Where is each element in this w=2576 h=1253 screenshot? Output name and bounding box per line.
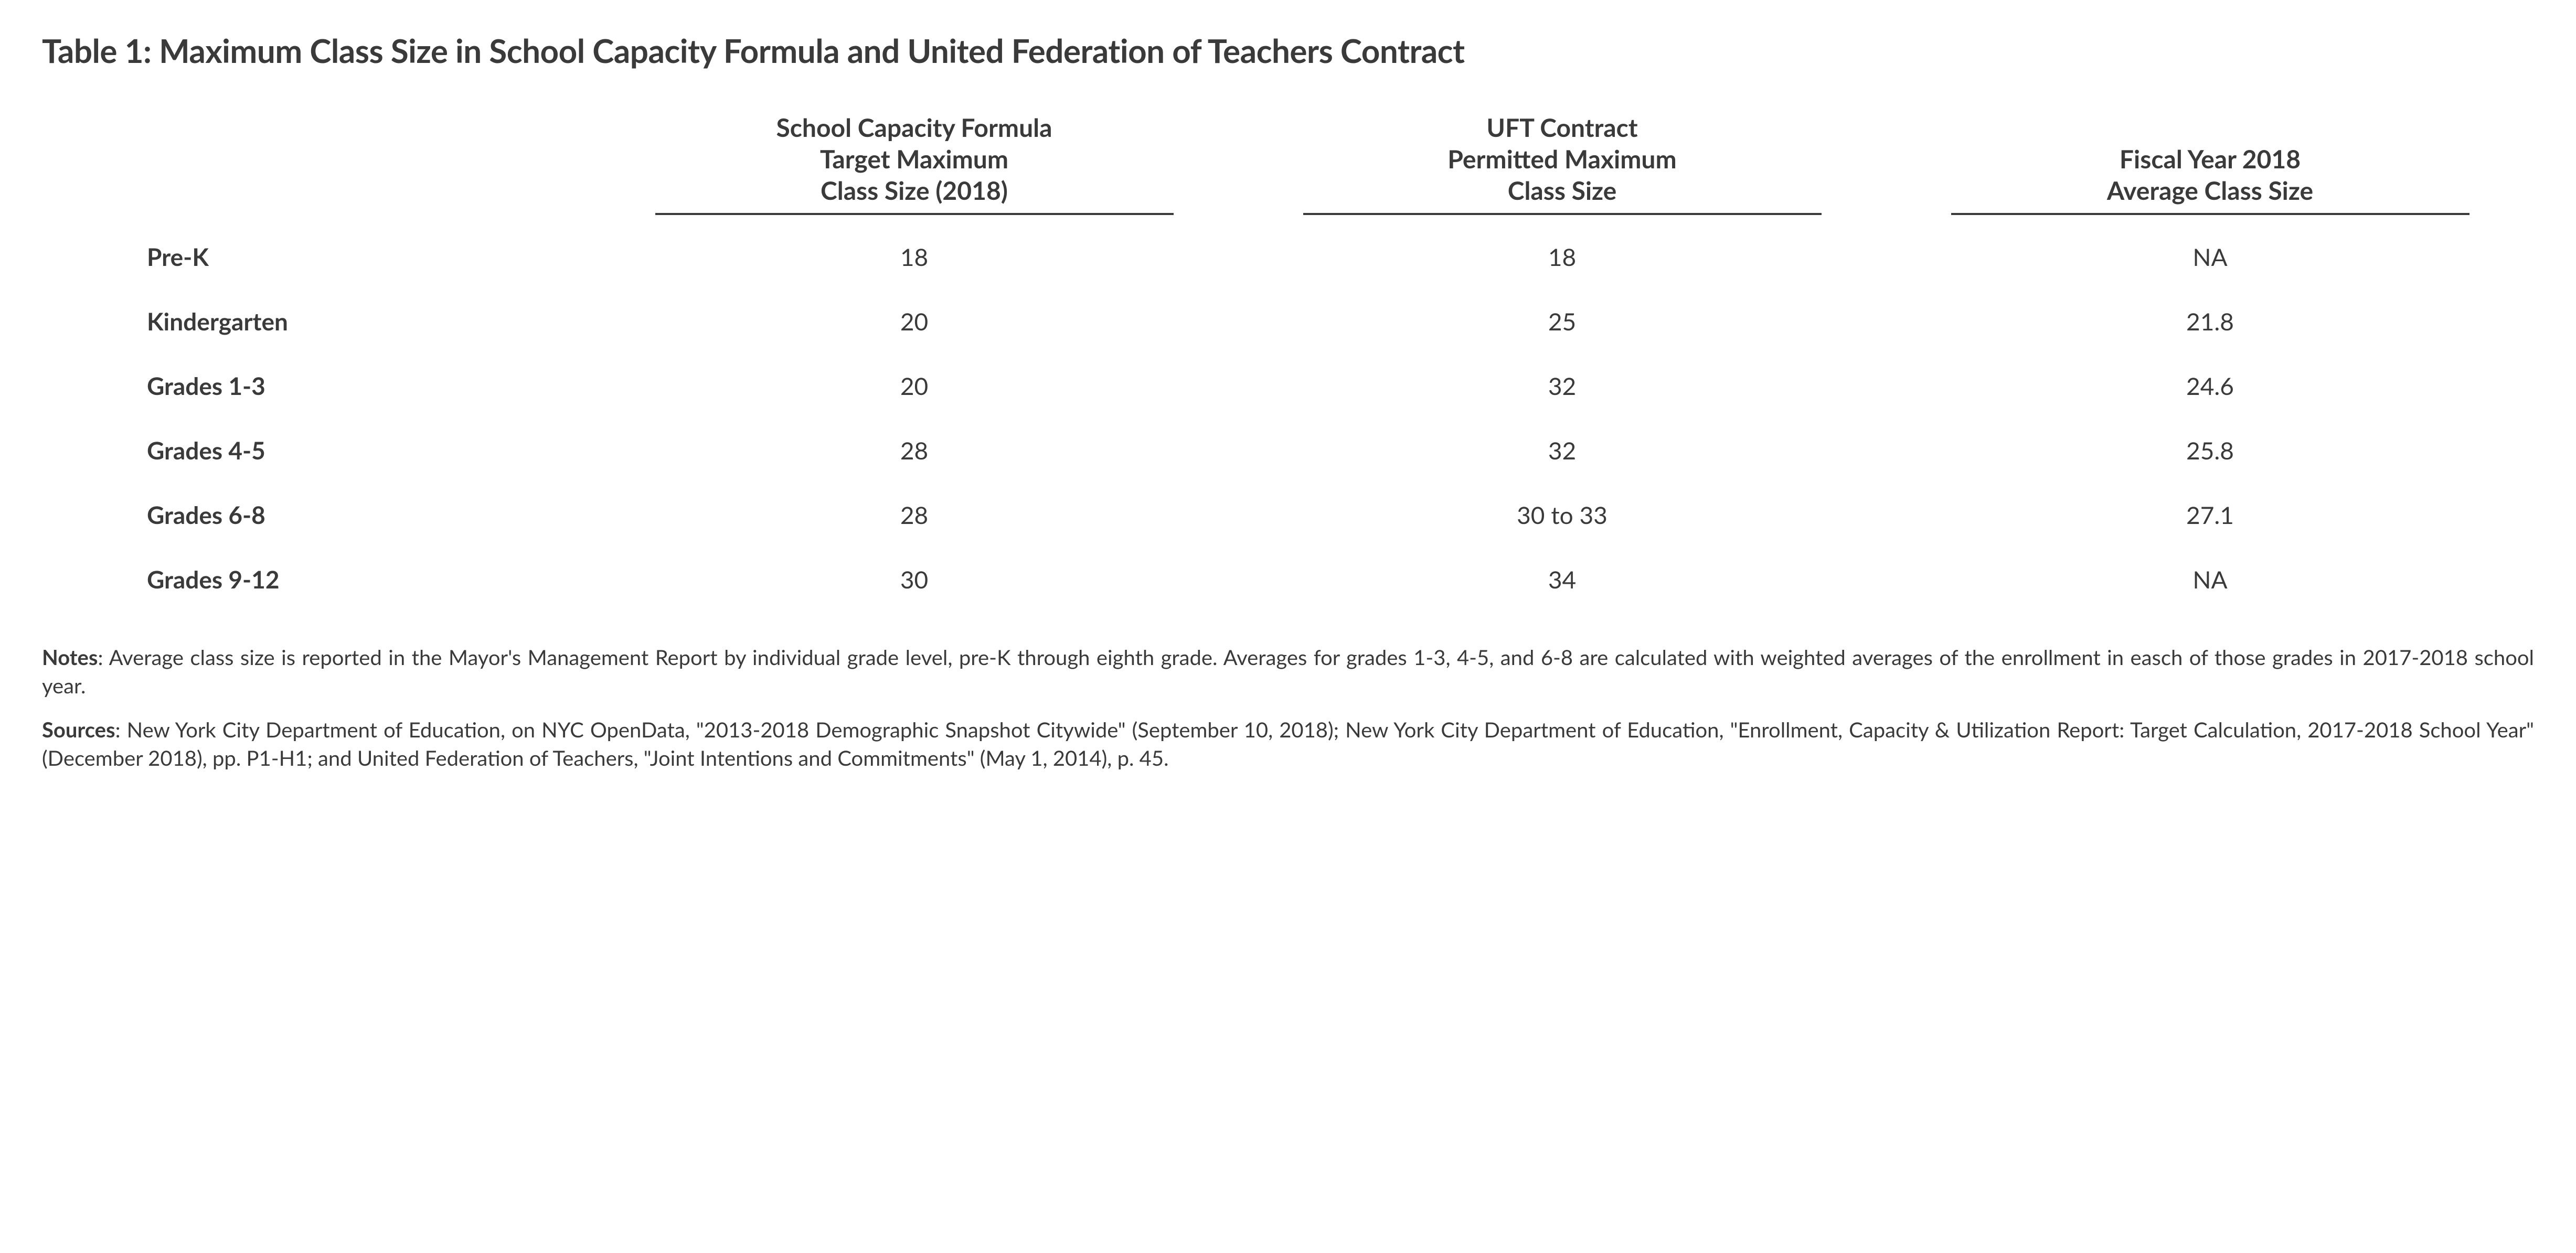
cell-avg: NA xyxy=(1886,547,2534,612)
sources-paragraph: Sources: New York City Department of Edu… xyxy=(42,715,2534,772)
row-label: Kindergarten xyxy=(42,289,590,354)
cell-avg: NA xyxy=(1886,224,2534,289)
cell-avg: 25.8 xyxy=(1886,418,2534,483)
table-row: Grades 6-8 28 30 to 33 27.1 xyxy=(42,483,2534,547)
footnotes: Notes: Average class size is reported in… xyxy=(42,643,2534,772)
sources-label: Sources xyxy=(42,717,115,742)
row-label: Grades 9-12 xyxy=(42,547,590,612)
table-row: Kindergarten 20 25 21.8 xyxy=(42,289,2534,354)
table-header-row: School Capacity FormulaTarget MaximumCla… xyxy=(42,112,2534,224)
cell-avg: 21.8 xyxy=(1886,289,2534,354)
cell-uft: 32 xyxy=(1238,418,1886,483)
notes-text: : Average class size is reported in the … xyxy=(42,645,2534,698)
row-label: Pre-K xyxy=(42,224,590,289)
cell-uft: 32 xyxy=(1238,354,1886,418)
column-header-avg-label: Fiscal Year 2018Average Class Size xyxy=(1951,144,2469,215)
column-header-uft-label: UFT ContractPermitted MaximumClass Size xyxy=(1303,112,1822,215)
cell-avg: 24.6 xyxy=(1886,354,2534,418)
class-size-table: School Capacity FormulaTarget MaximumCla… xyxy=(42,112,2534,612)
table-row: Grades 9-12 30 34 NA xyxy=(42,547,2534,612)
row-label: Grades 4-5 xyxy=(42,418,590,483)
row-label: Grades 1-3 xyxy=(42,354,590,418)
column-header-formula: School Capacity FormulaTarget MaximumCla… xyxy=(590,112,1238,224)
table-row: Grades 1-3 20 32 24.6 xyxy=(42,354,2534,418)
cell-uft: 18 xyxy=(1238,224,1886,289)
row-label: Grades 6-8 xyxy=(42,483,590,547)
table-row: Pre-K 18 18 NA xyxy=(42,224,2534,289)
cell-formula: 20 xyxy=(590,289,1238,354)
cell-formula: 20 xyxy=(590,354,1238,418)
sources-text: : New York City Department of Education,… xyxy=(42,717,2534,770)
column-header-avg: Fiscal Year 2018Average Class Size xyxy=(1886,112,2534,224)
column-header-grade xyxy=(42,112,590,224)
cell-formula: 18 xyxy=(590,224,1238,289)
cell-formula: 30 xyxy=(590,547,1238,612)
notes-paragraph: Notes: Average class size is reported in… xyxy=(42,643,2534,700)
table-row: Grades 4-5 28 32 25.8 xyxy=(42,418,2534,483)
cell-avg: 27.1 xyxy=(1886,483,2534,547)
cell-uft: 34 xyxy=(1238,547,1886,612)
cell-formula: 28 xyxy=(590,483,1238,547)
table-title: Table 1: Maximum Class Size in School Ca… xyxy=(42,31,2534,70)
column-header-formula-label: School Capacity FormulaTarget MaximumCla… xyxy=(655,112,1174,215)
table-body: Pre-K 18 18 NA Kindergarten 20 25 21.8 G… xyxy=(42,224,2534,612)
cell-uft: 30 to 33 xyxy=(1238,483,1886,547)
notes-label: Notes xyxy=(42,645,98,670)
cell-uft: 25 xyxy=(1238,289,1886,354)
cell-formula: 28 xyxy=(590,418,1238,483)
column-header-uft: UFT ContractPermitted MaximumClass Size xyxy=(1238,112,1886,224)
